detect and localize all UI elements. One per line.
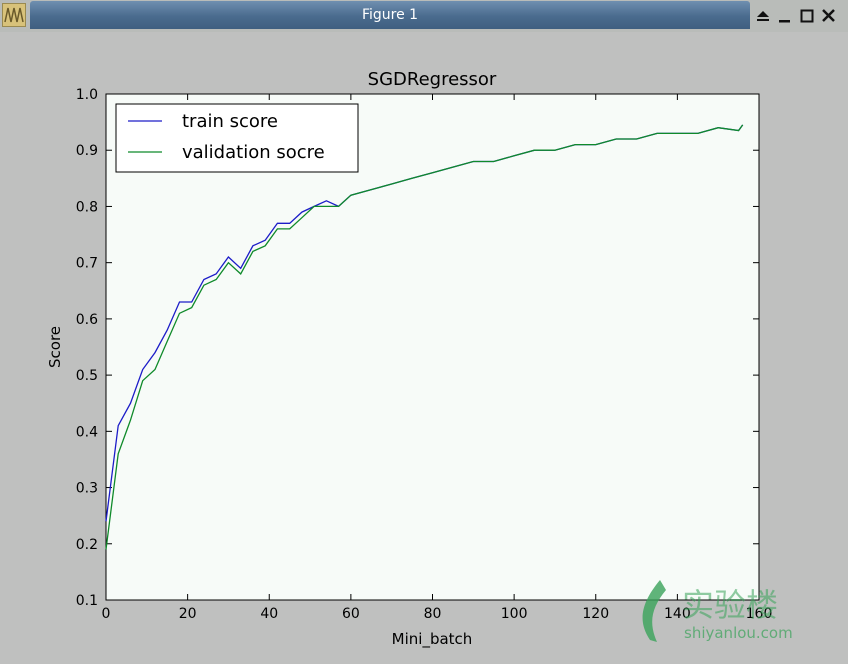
x-tick-label: 0 (102, 606, 111, 622)
y-tick-label: 0.4 (76, 424, 98, 440)
chart-title: SGDRegressor (368, 69, 497, 90)
app-icon[interactable] (2, 3, 26, 27)
y-tick-label: 0.7 (76, 256, 98, 272)
x-tick-label: 40 (260, 606, 278, 622)
legend-label-train: train score (182, 111, 278, 132)
x-tick-label: 100 (501, 606, 528, 622)
window-controls (752, 2, 844, 30)
x-tick-label: 160 (746, 606, 773, 622)
watermark-cn: 实验楼 (682, 586, 778, 624)
legend-label-validation: validation socre (182, 142, 325, 163)
y-tick-label: 0.3 (76, 481, 98, 497)
watermark-url: shiyanlou.com (684, 624, 793, 642)
x-tick-label: 140 (664, 606, 691, 622)
y-tick-label: 1.0 (76, 87, 98, 103)
x-tick-label: 120 (582, 606, 609, 622)
maximize-icon[interactable] (796, 2, 818, 30)
series-line-validation (105, 124, 744, 550)
minimize-icon[interactable] (774, 2, 796, 30)
x-tick-label: 60 (342, 606, 360, 622)
title-strip[interactable]: Figure 1 (30, 1, 750, 29)
window-titlebar: Figure 1 (0, 0, 848, 32)
x-tick-label: 80 (424, 606, 442, 622)
x-tick-label: 20 (179, 606, 197, 622)
window-title: Figure 1 (361, 7, 419, 23)
close-icon[interactable] (818, 2, 840, 30)
leaf-logo-icon (642, 580, 666, 642)
x-axis-label: Mini_batch (392, 630, 473, 649)
legend: train score validation socre (115, 103, 359, 173)
y-tick-label: 0.8 (76, 199, 98, 215)
eject-icon[interactable] (752, 2, 774, 30)
y-tick-label: 0.1 (76, 593, 98, 609)
y-tick-label: 0.2 (76, 537, 98, 553)
plot-area (105, 93, 760, 601)
watermark: 实验楼 shiyanlou.com (642, 580, 793, 642)
sgd-chart: SGDRegressor 0 20 40 60 80 100 120 140 160 0.1 0.2… (46, 69, 793, 649)
y-tick-label: 0.5 (76, 368, 98, 384)
y-axis-label: Score (46, 326, 64, 368)
y-tick-label: 0.9 (76, 143, 98, 159)
y-tick-label: 0.6 (76, 312, 98, 328)
legend-box (115, 103, 359, 173)
